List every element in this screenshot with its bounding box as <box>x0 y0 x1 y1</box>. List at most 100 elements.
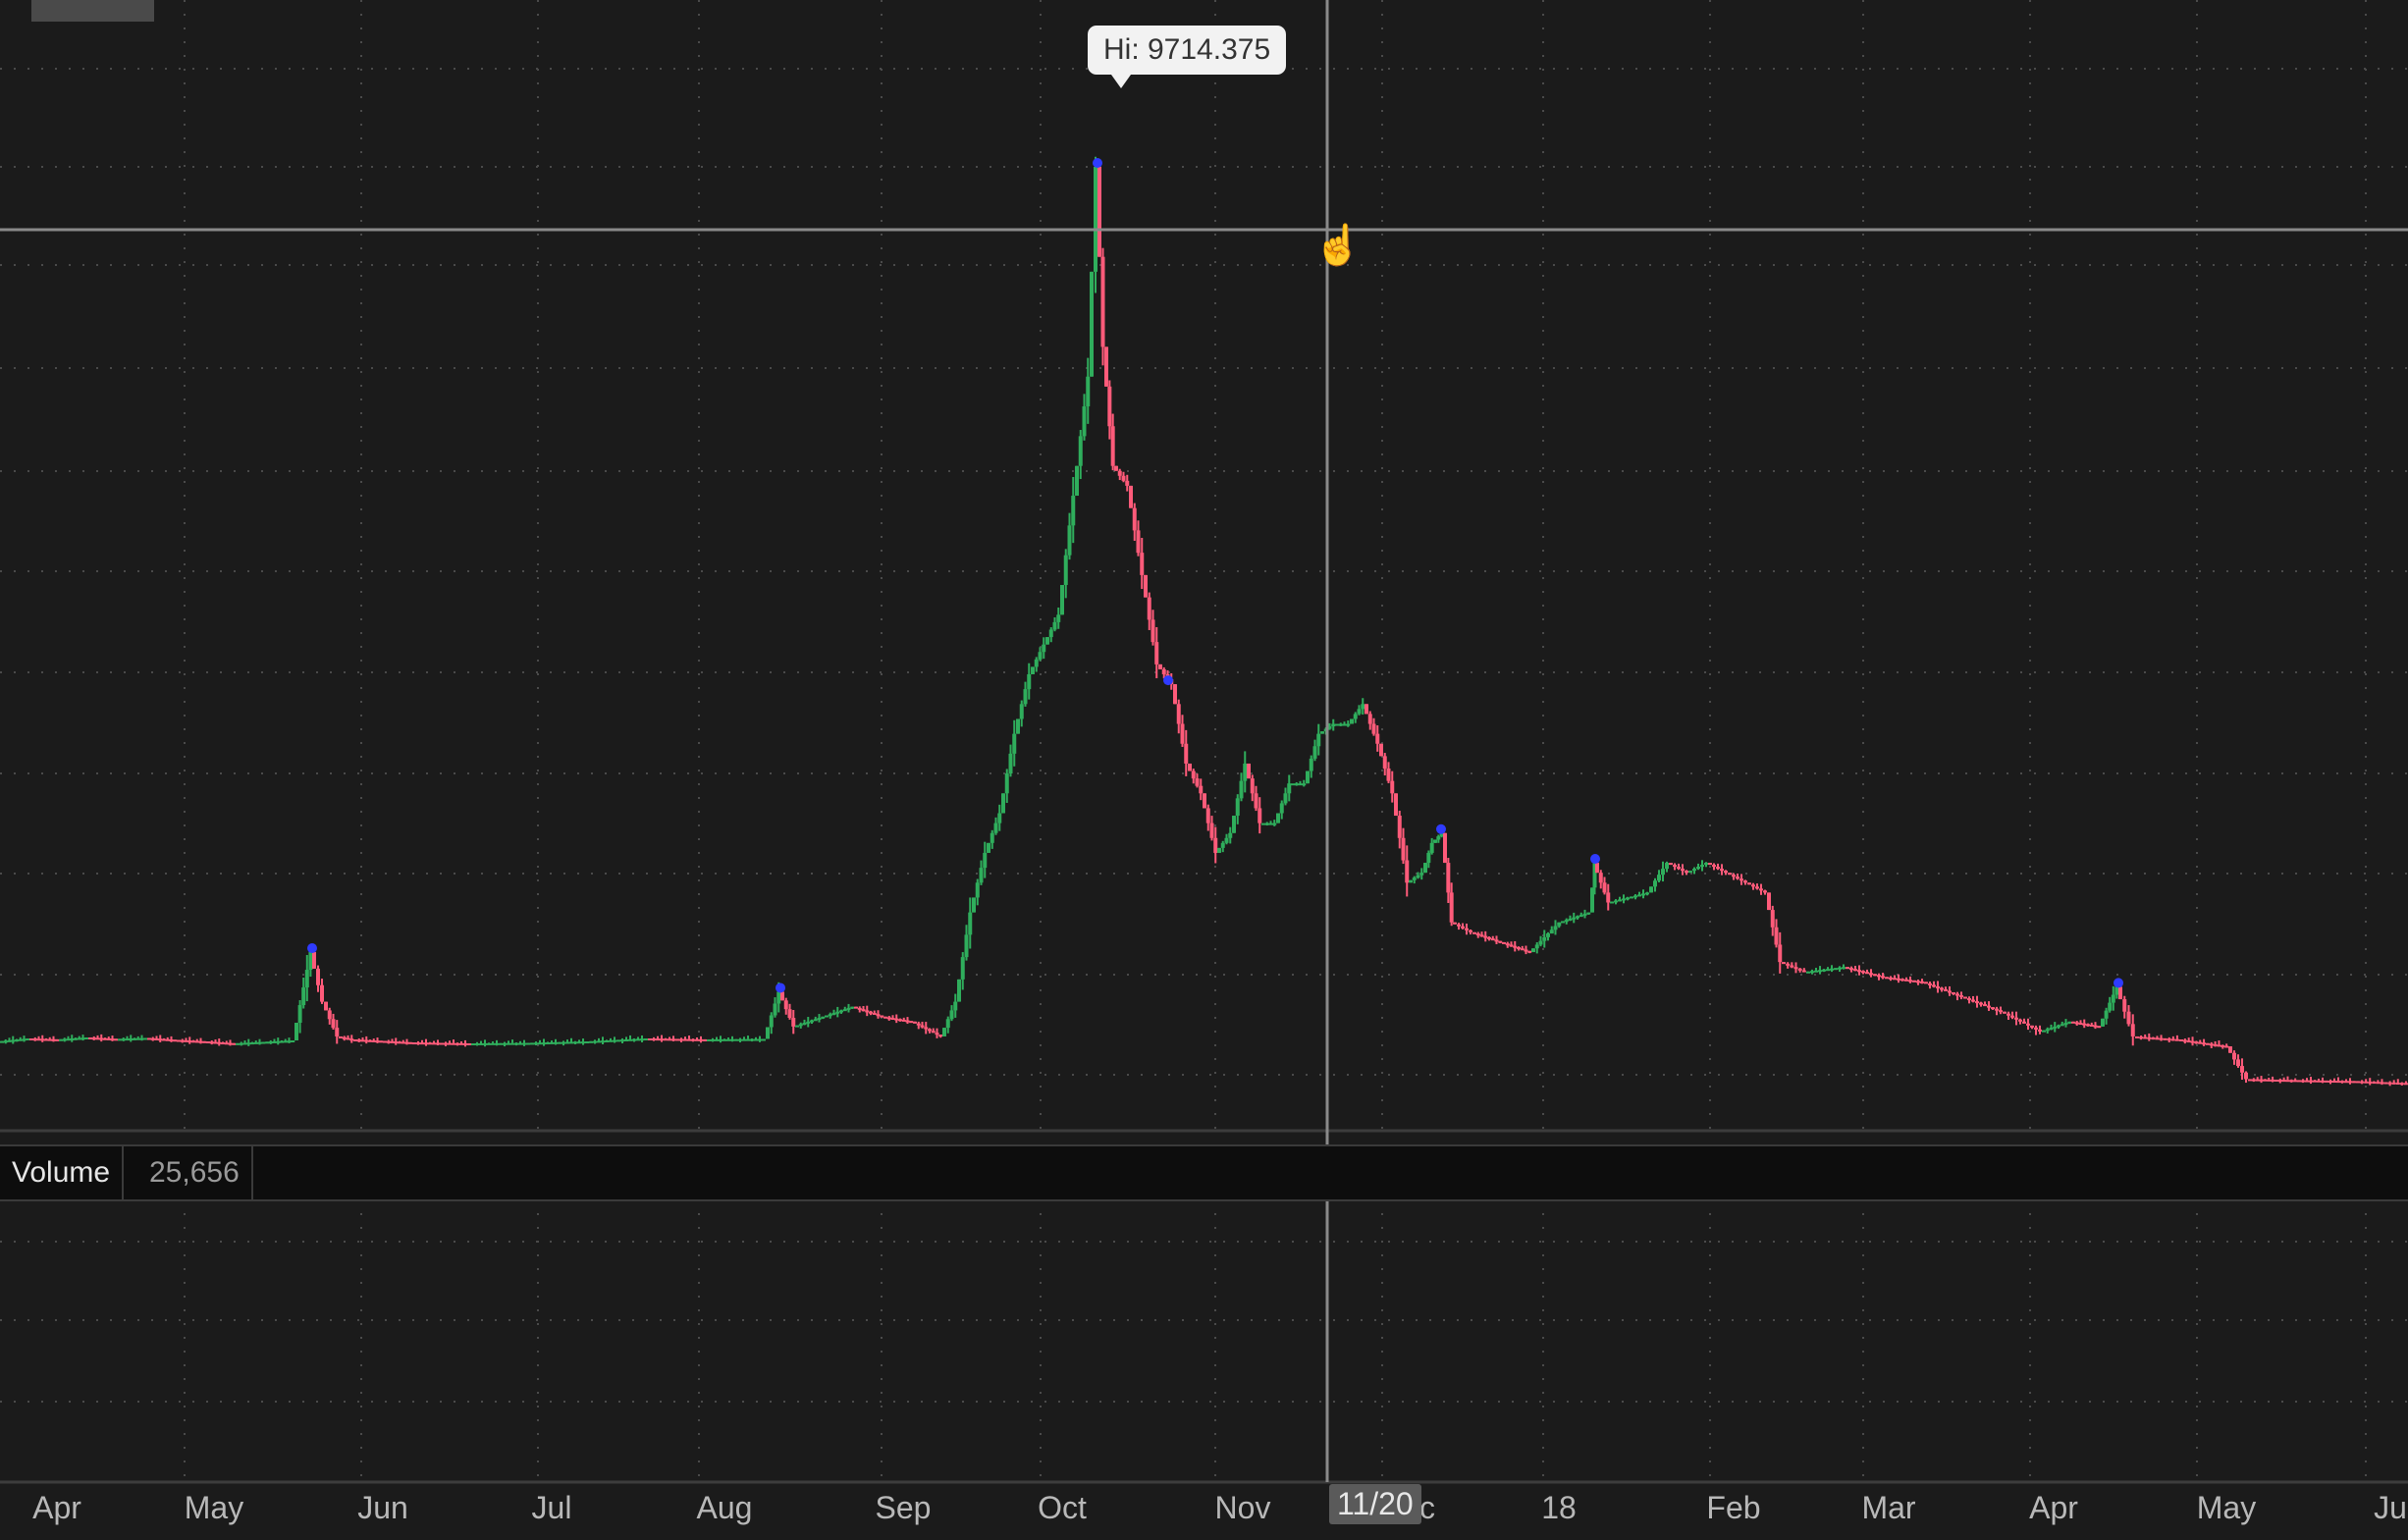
candle-body <box>2376 1082 2381 1085</box>
candle-body <box>1191 770 1196 779</box>
candle-body <box>1661 869 1665 876</box>
candle-body <box>1708 863 1712 866</box>
candle-body <box>1716 867 1720 870</box>
candle-body <box>1449 892 1454 923</box>
candle-body <box>945 1019 950 1029</box>
candle-body <box>1728 873 1732 876</box>
candle-body <box>949 1010 954 1020</box>
candle-body <box>26 1037 30 1040</box>
high-marker <box>2114 978 2123 988</box>
candle-body <box>1963 996 1967 999</box>
candle-body <box>2309 1080 2313 1083</box>
candle-body <box>1967 998 1971 1001</box>
candle-body <box>2155 1037 2160 1040</box>
candle-body <box>1801 970 1806 973</box>
candle-body <box>660 1038 664 1041</box>
candle-body <box>2053 1026 2058 1029</box>
candle-body <box>346 1037 350 1040</box>
candle-body <box>177 1039 181 1042</box>
candle-body <box>1361 704 1365 710</box>
candle-body <box>839 1010 843 1013</box>
candle-body <box>1770 910 1775 928</box>
candle-body <box>1932 984 1936 987</box>
candle-body <box>550 1041 554 1044</box>
candle-body <box>1479 934 1484 937</box>
candle-body <box>1814 970 1818 973</box>
candle-body <box>1213 837 1218 853</box>
candle-body <box>1834 968 1838 971</box>
candle-body <box>573 1041 577 1044</box>
candle-body <box>194 1040 199 1043</box>
candle-body <box>668 1038 671 1041</box>
hand-cursor-icon: ☝ <box>1313 224 1363 267</box>
candle-body <box>2122 999 2127 1012</box>
candle-body <box>444 1042 448 1045</box>
candle-body <box>1144 574 1148 598</box>
candle-body <box>1955 993 1959 996</box>
candle-body <box>1838 967 1842 970</box>
candle-body <box>1258 808 1262 823</box>
candle-body <box>1382 756 1387 770</box>
candle-body <box>401 1041 405 1044</box>
candle-body <box>1696 867 1700 870</box>
candle-body <box>798 1024 803 1027</box>
candle-body <box>913 1021 917 1024</box>
candle-body <box>2147 1036 2152 1039</box>
candle-body <box>997 813 1002 823</box>
candle-body <box>1439 832 1444 837</box>
candle-body <box>987 842 990 853</box>
candle-body <box>2182 1039 2187 1042</box>
candle-body <box>546 1042 550 1045</box>
candle-body <box>1457 924 1461 927</box>
candle-body <box>687 1038 691 1041</box>
candle-body <box>1657 875 1661 881</box>
candle-body <box>1579 915 1583 918</box>
candle-body <box>1232 816 1236 833</box>
candle-body <box>1853 969 1857 972</box>
candle-body <box>2336 1081 2340 1084</box>
candle-body <box>459 1042 463 1045</box>
candle-body <box>842 1009 847 1012</box>
candle-body <box>324 1001 328 1011</box>
candle-body <box>139 1037 144 1040</box>
candle-body <box>452 1042 455 1045</box>
candle-body <box>1446 863 1451 893</box>
candle-body <box>942 1028 946 1036</box>
candle-body <box>920 1025 925 1028</box>
x-tick-label: May <box>2196 1490 2257 1525</box>
candle-body <box>7 1039 12 1042</box>
candle-body <box>675 1038 679 1041</box>
candle-body <box>1375 733 1380 744</box>
candle-body <box>2399 1083 2404 1086</box>
candle-body <box>1873 974 1877 977</box>
candle-body <box>287 1040 292 1043</box>
candle-body <box>2301 1080 2305 1083</box>
candle-body <box>2352 1081 2356 1084</box>
candle-body <box>217 1041 222 1044</box>
candle-body <box>1743 880 1747 883</box>
candle-body <box>683 1038 687 1041</box>
candle-body <box>1107 386 1112 427</box>
candle-body <box>1483 935 1488 938</box>
candle-body <box>1490 938 1495 941</box>
candle-body <box>648 1037 652 1040</box>
candle-body <box>479 1042 483 1045</box>
candle-body <box>960 957 965 980</box>
candle-body <box>503 1042 507 1045</box>
candle-body <box>272 1040 277 1043</box>
candle-body <box>2101 1018 2105 1027</box>
candle-body <box>51 1038 56 1041</box>
candle-body <box>1129 485 1133 508</box>
candle-body <box>1630 896 1633 899</box>
candle-body <box>491 1042 495 1045</box>
candle-body <box>349 1038 354 1041</box>
candle-body <box>616 1039 620 1042</box>
candle-body <box>2026 1023 2030 1026</box>
candle-body <box>316 968 320 985</box>
candle-body <box>379 1040 384 1043</box>
candle-body <box>2071 1021 2075 1024</box>
candle-body <box>1767 892 1771 911</box>
x-tick-label: May <box>184 1490 244 1525</box>
candle-body <box>2049 1028 2054 1031</box>
